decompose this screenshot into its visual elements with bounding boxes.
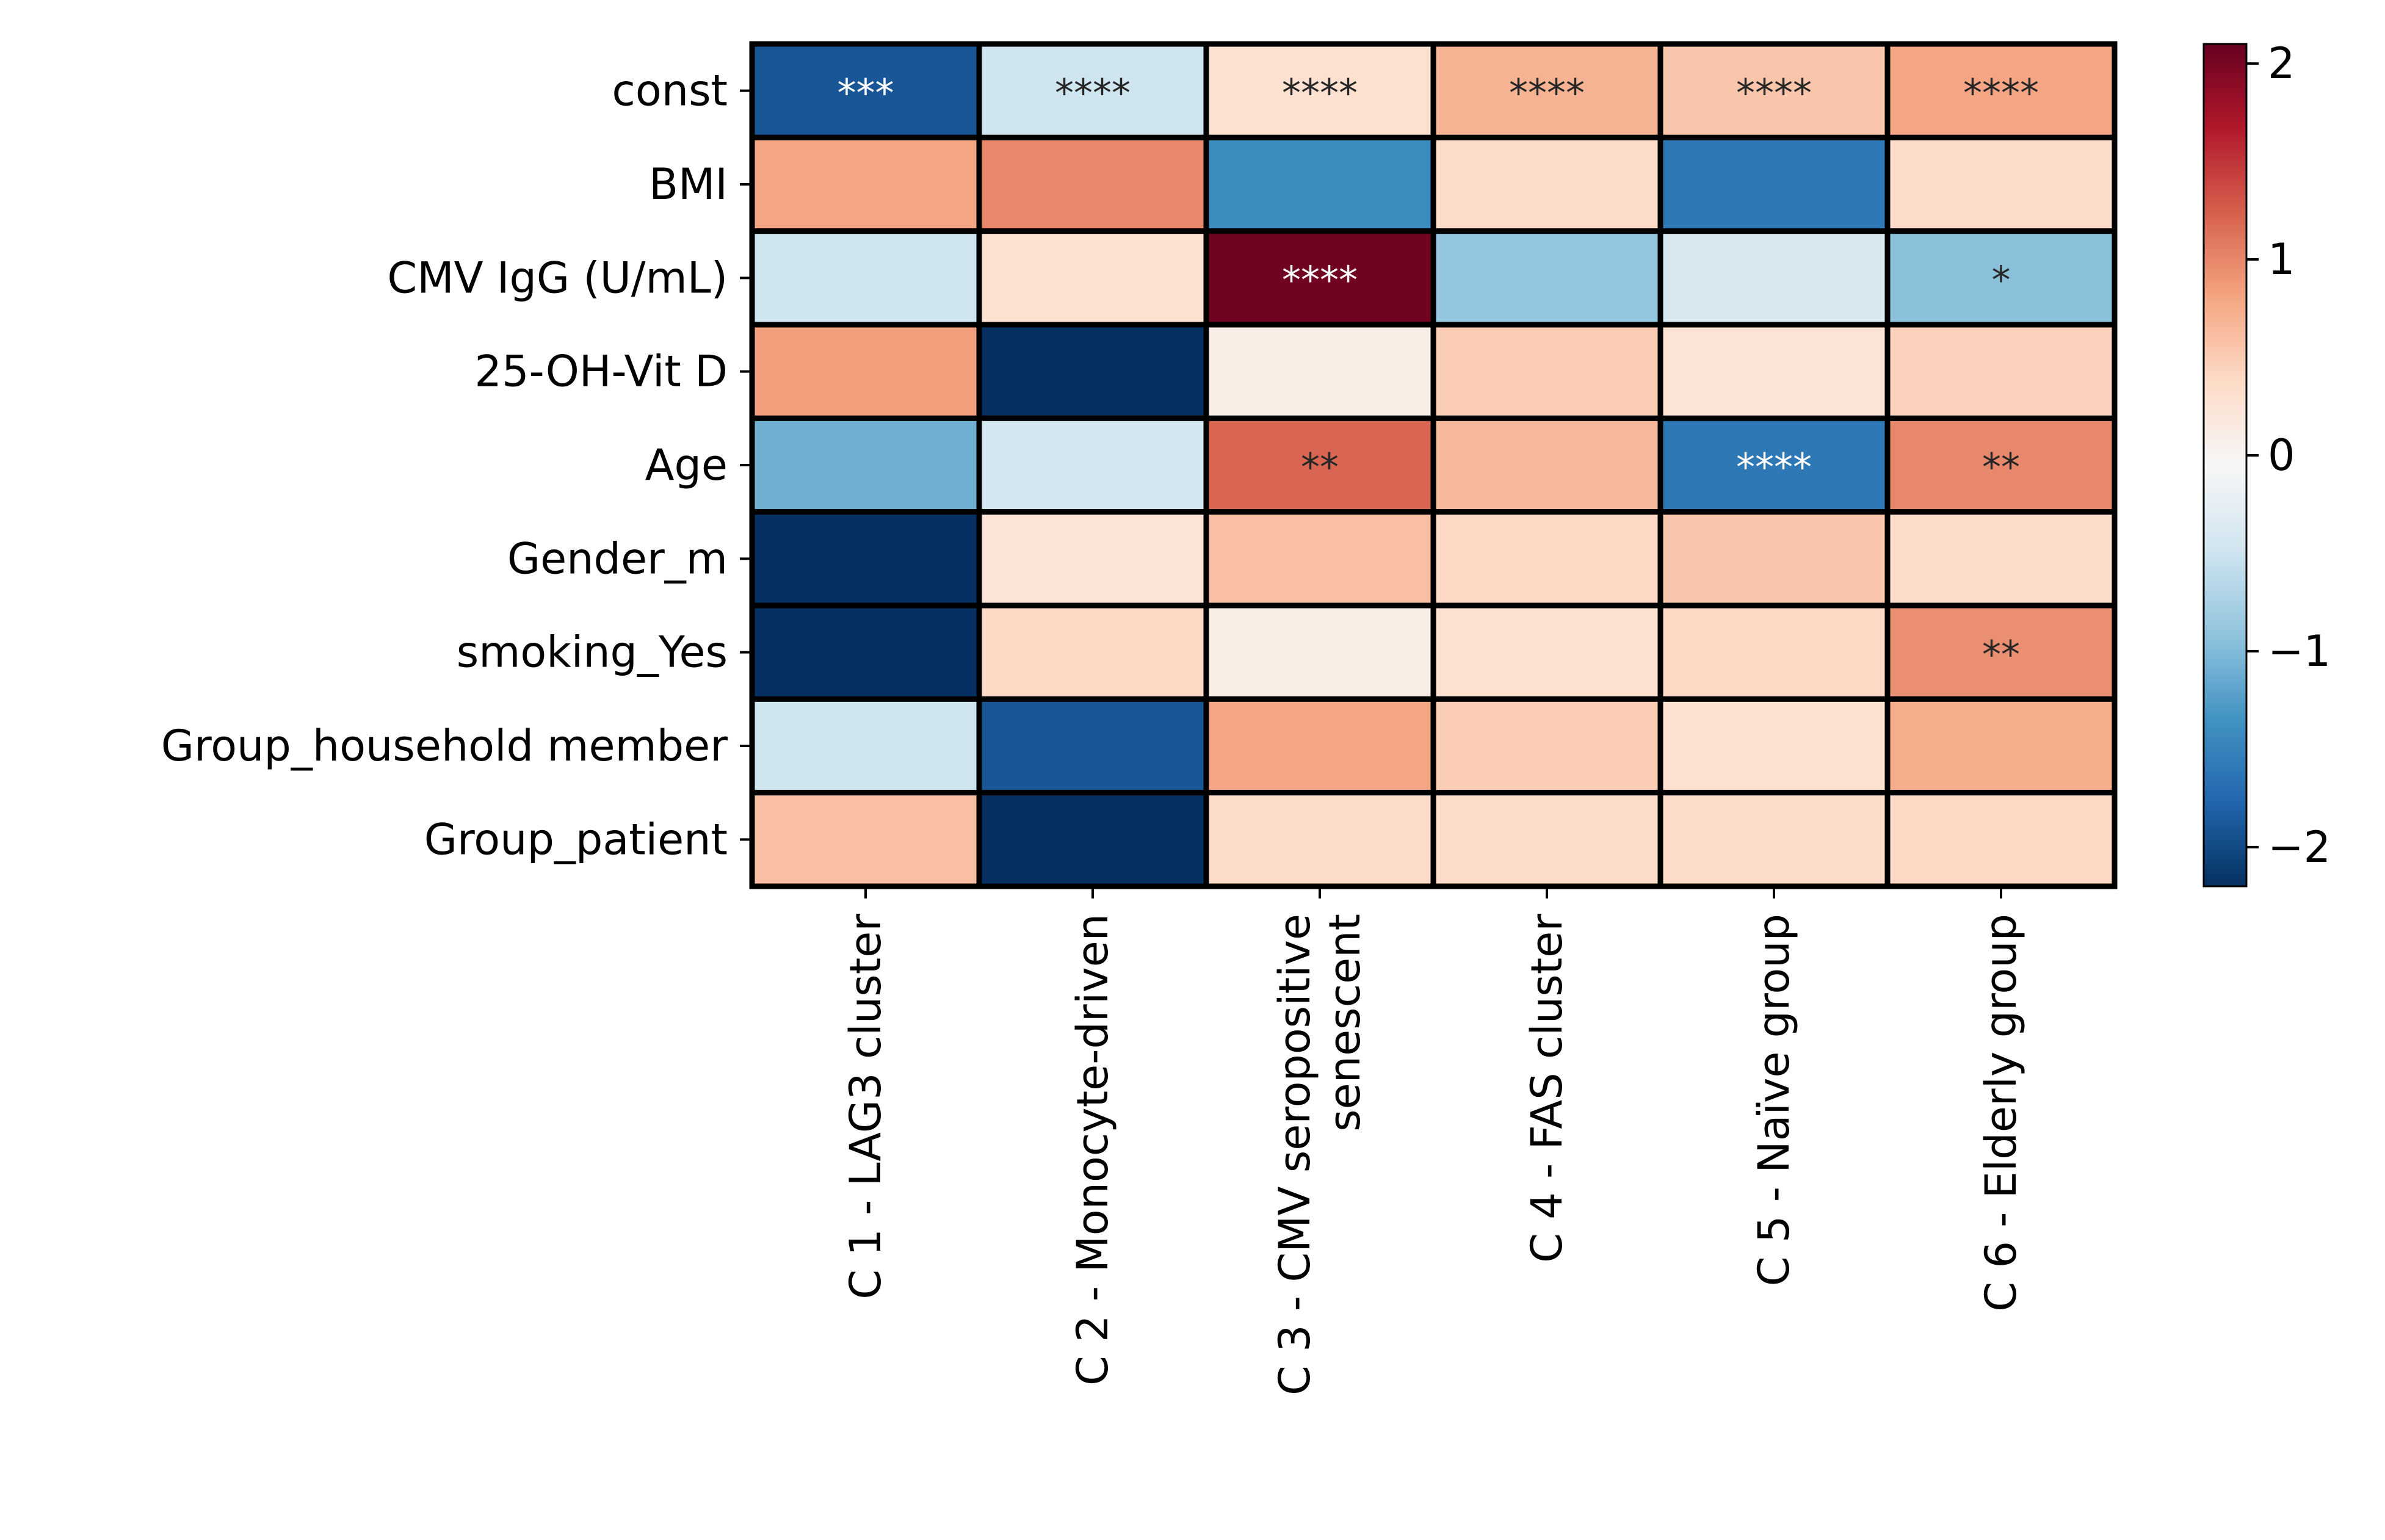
significance-label: **** [1055, 71, 1131, 115]
row-label-25-oh-vit-d: 25-OH-Vit D [474, 347, 728, 397]
heatmap-cell-smoking-yes-c2 [976, 602, 1209, 702]
heatmap-cell-bmi-c6 [1884, 134, 2118, 234]
column-label-line: senescent [1320, 914, 1370, 1132]
heatmap-cell-group-patient-c2 [976, 790, 1209, 889]
significance-label: **** [1736, 71, 1812, 115]
heatmap-cell-cmv-igg-u-ml-c5 [1657, 228, 1891, 328]
row-label-group-household-member: Group_household member [161, 721, 728, 771]
heatmap-cell-smoking-yes-c1 [749, 602, 982, 702]
heatmap-cell-bmi-c5 [1657, 134, 1891, 234]
heatmap-cell-gender-m-c3 [1203, 509, 1436, 609]
heatmap-cell-cmv-igg-u-ml-c1 [749, 228, 982, 328]
heatmap-cell-age-c2 [976, 415, 1209, 515]
heatmap-cell-bmi-c1 [749, 134, 982, 234]
heatmap-cell-25-oh-vit-d-c4 [1430, 322, 1663, 421]
row-axis: const BMI CMV IgG (U/mL) 25-OH-Vit D Age Gend… [161, 66, 752, 864]
row-label-age: Age [645, 440, 728, 490]
column-label-c5: C 5 - Naïve group [1749, 914, 1799, 1286]
column-label-c1: C 1 - LAG3 cluster [841, 914, 891, 1300]
row-label-bmi: BMI [649, 159, 728, 209]
significance-label: **** [1736, 445, 1812, 490]
column-label-line: C 5 - Naïve group [1749, 914, 1799, 1286]
colorbar-tick-label: 2 [2268, 38, 2295, 89]
heatmap-cell-gender-m-c6 [1884, 509, 2118, 609]
heatmap-cell-group-patient-c1 [749, 790, 982, 889]
row-label-const: const [612, 66, 728, 116]
heatmap-cell-const-c3 [1203, 41, 1436, 140]
heatmap-cell-gender-m-c2 [976, 509, 1209, 609]
heatmap-cell-group-household-member-c6 [1884, 696, 2118, 796]
heatmap-cell-smoking-yes-c4 [1430, 602, 1663, 702]
heatmap-cell-group-patient-c5 [1657, 790, 1891, 889]
colorbar: −2 −1 0 1 2 [2202, 38, 2331, 887]
heatmap-cell-const-c1 [749, 41, 982, 140]
heatmap-cell-bmi-c2 [976, 134, 1209, 234]
cell-annotations: *** **** **** **** **** ******** *** **** **** [838, 71, 2039, 677]
column-label-c6: C 6 - Elderly group [1976, 914, 2026, 1312]
column-label-line: C 3 - CMV seropositive [1270, 914, 1320, 1395]
heatmap-cell-smoking-yes-c3 [1203, 602, 1436, 702]
significance-label: * [1992, 258, 2011, 302]
column-label-c3: C 3 - CMV seropositivesenescent [1270, 914, 1370, 1395]
heatmap-cell-age-c4 [1430, 415, 1663, 515]
heatmap-cell-cmv-igg-u-ml-c6 [1884, 228, 2118, 328]
significance-label: **** [1282, 71, 1358, 115]
row-label-group-patient: Group_patient [424, 814, 728, 864]
column-label-c2: C 2 - Monocyte-driven [1068, 914, 1118, 1386]
heatmap-cell-gender-m-c5 [1657, 509, 1891, 609]
significance-label: ** [1982, 632, 2020, 677]
heatmap-cell-group-patient-c6 [1884, 790, 2118, 889]
significance-label: ** [1301, 445, 1339, 490]
colorbar-tick-label: −1 [2268, 626, 2331, 676]
heatmap-cell-age-c1 [749, 415, 982, 515]
heatmap-cell-25-oh-vit-d-c3 [1203, 322, 1436, 421]
column-label-line: C 4 - FAS cluster [1522, 914, 1572, 1263]
column-label-line: C 6 - Elderly group [1976, 914, 2026, 1312]
heatmap-cell-gender-m-c4 [1430, 509, 1663, 609]
heatmap-cell-25-oh-vit-d-c1 [749, 322, 982, 421]
colorbar-tick-label: 1 [2268, 234, 2295, 284]
significance-label: **** [1963, 71, 2039, 115]
heatmap-cell-25-oh-vit-d-c2 [976, 322, 1209, 421]
heatmap-cell-cmv-igg-u-ml-c4 [1430, 228, 1663, 328]
heatmap-cell-25-oh-vit-d-c6 [1884, 322, 2118, 421]
column-axis: C 1 - LAG3 cluster C 2 - Monocyte-driven C… [841, 886, 2026, 1395]
column-label-line: C 1 - LAG3 cluster [841, 914, 891, 1300]
significance-label: **** [1282, 258, 1358, 302]
heatmap-cell-group-household-member-c3 [1203, 696, 1436, 796]
heatmap-cell-group-household-member-c2 [976, 696, 1209, 796]
colorbar-tick-label: 0 [2268, 430, 2295, 480]
row-label-smoking-yes: smoking_Yes [457, 627, 728, 678]
heatmap-cell-bmi-c3 [1203, 134, 1436, 234]
significance-label: **** [1509, 71, 1585, 115]
heatmap-cell-group-household-member-c5 [1657, 696, 1891, 796]
colorbar-tick-label: −2 [2268, 822, 2331, 872]
significance-label: *** [838, 71, 894, 115]
heatmap-cell-group-household-member-c4 [1430, 696, 1663, 796]
heatmap-cells [749, 41, 2118, 889]
row-label-gender-m: Gender_m [507, 533, 728, 584]
row-label-cmv-igg-u-ml: CMV IgG (U/mL) [387, 253, 728, 303]
heatmap-cell-bmi-c4 [1430, 134, 1663, 234]
colorbar-gradient [2202, 43, 2248, 887]
heatmap-cell-cmv-igg-u-ml-c2 [976, 228, 1209, 328]
colorbar-ticks: −2 −1 0 1 2 [2246, 38, 2331, 872]
heatmap-cell-gender-m-c1 [749, 509, 982, 609]
heatmap-cell-smoking-yes-c6 [1884, 602, 2118, 702]
heatmap-cell-25-oh-vit-d-c5 [1657, 322, 1891, 421]
heatmap-cell-smoking-yes-c5 [1657, 602, 1891, 702]
significance-label: ** [1982, 445, 2020, 490]
heatmap-cell-group-household-member-c1 [749, 696, 982, 796]
column-label-c4: C 4 - FAS cluster [1522, 914, 1572, 1263]
heatmap-cell-group-patient-c3 [1203, 790, 1436, 889]
heatmap-cell-group-patient-c4 [1430, 790, 1663, 889]
column-label-line: C 2 - Monocyte-driven [1068, 914, 1118, 1386]
heatmap-cell-age-c5 [1657, 415, 1891, 515]
